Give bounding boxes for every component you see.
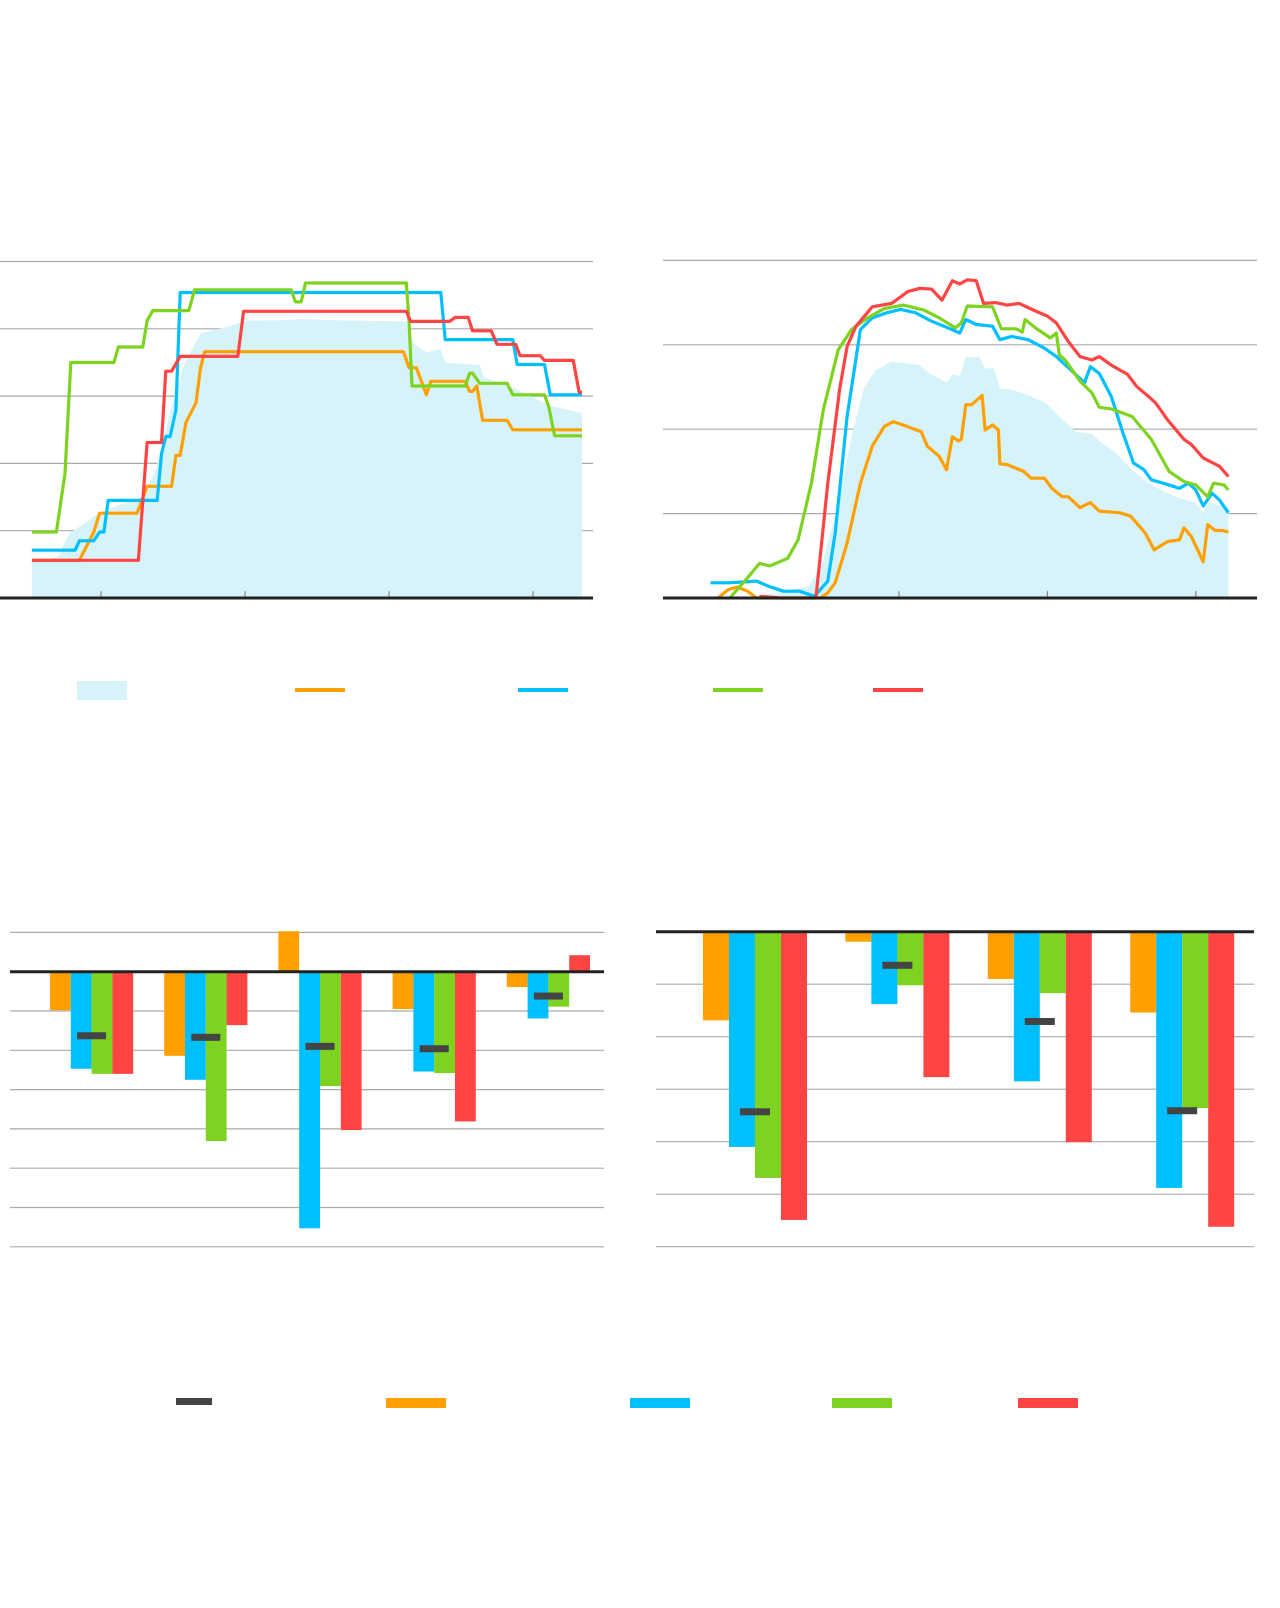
- mean-marker: [740, 1108, 770, 1116]
- legend-swatch-line: [713, 688, 763, 692]
- legend-swatch-line: [518, 688, 568, 692]
- bar: [50, 971, 71, 1011]
- line-series: [759, 278, 1230, 600]
- bar: [320, 971, 341, 1087]
- bar: [91, 971, 113, 1074]
- legend-swatch-line: [295, 688, 345, 692]
- mean-marker: [77, 1032, 107, 1040]
- line-series: [31, 309, 582, 562]
- bar: [1130, 931, 1157, 1013]
- area-series: [740, 356, 1229, 598]
- legend-swatch-line: [873, 688, 923, 692]
- bar: [1156, 931, 1183, 1188]
- bar: [70, 971, 92, 1069]
- bar: [548, 971, 570, 1007]
- bar: [781, 931, 807, 1220]
- area-series: [31, 318, 582, 598]
- bar: [755, 931, 781, 1178]
- legend-swatch-bar: [386, 1398, 446, 1408]
- mean-marker: [419, 1045, 449, 1053]
- bar: [987, 931, 1014, 979]
- bar: [112, 971, 134, 1074]
- legend-swatch-area: [77, 681, 127, 700]
- line-series: [31, 350, 582, 562]
- bar: [392, 971, 414, 1010]
- legend-swatch-bar: [832, 1398, 892, 1408]
- bar: [340, 971, 362, 1131]
- bar-chart-right: [656, 930, 1254, 1248]
- bar: [278, 931, 300, 972]
- bar: [506, 971, 528, 988]
- mean-marker: [533, 992, 563, 1000]
- bar: [1013, 931, 1040, 1082]
- bar: [703, 931, 729, 1021]
- legend-swatch-bar: [1018, 1398, 1078, 1408]
- bar: [897, 931, 924, 986]
- line-chart-right: [663, 259, 1257, 600]
- line-series: [728, 303, 1230, 600]
- mean-marker: [1167, 1107, 1198, 1115]
- bar: [923, 931, 950, 1078]
- bar: [1065, 931, 1092, 1143]
- bar: [434, 971, 455, 1074]
- line-chart-legend: [77, 681, 923, 700]
- bar: [226, 971, 248, 1026]
- bar-chart-left: [10, 931, 604, 1248]
- bar: [1208, 931, 1235, 1227]
- bar: [205, 971, 227, 1142]
- line-series: [31, 290, 582, 552]
- legend-swatch-marker: [176, 1398, 212, 1405]
- bar: [1182, 931, 1209, 1109]
- line-series: [710, 307, 1230, 598]
- bar: [299, 971, 320, 1229]
- bar-chart-legend: [176, 1398, 1078, 1408]
- line-series: [31, 281, 582, 534]
- mean-marker: [882, 961, 913, 969]
- legend-swatch-bar: [630, 1398, 690, 1408]
- line-series: [716, 393, 1229, 600]
- mean-marker: [305, 1042, 335, 1050]
- bar: [164, 971, 185, 1056]
- line-chart-left: [0, 260, 593, 600]
- mean-marker: [1024, 1017, 1055, 1025]
- mean-marker: [191, 1033, 221, 1041]
- bar: [185, 971, 206, 1080]
- bar: [455, 971, 476, 1122]
- bar: [569, 955, 590, 972]
- bar: [845, 931, 872, 942]
- bar: [413, 971, 435, 1072]
- bar: [1039, 931, 1066, 994]
